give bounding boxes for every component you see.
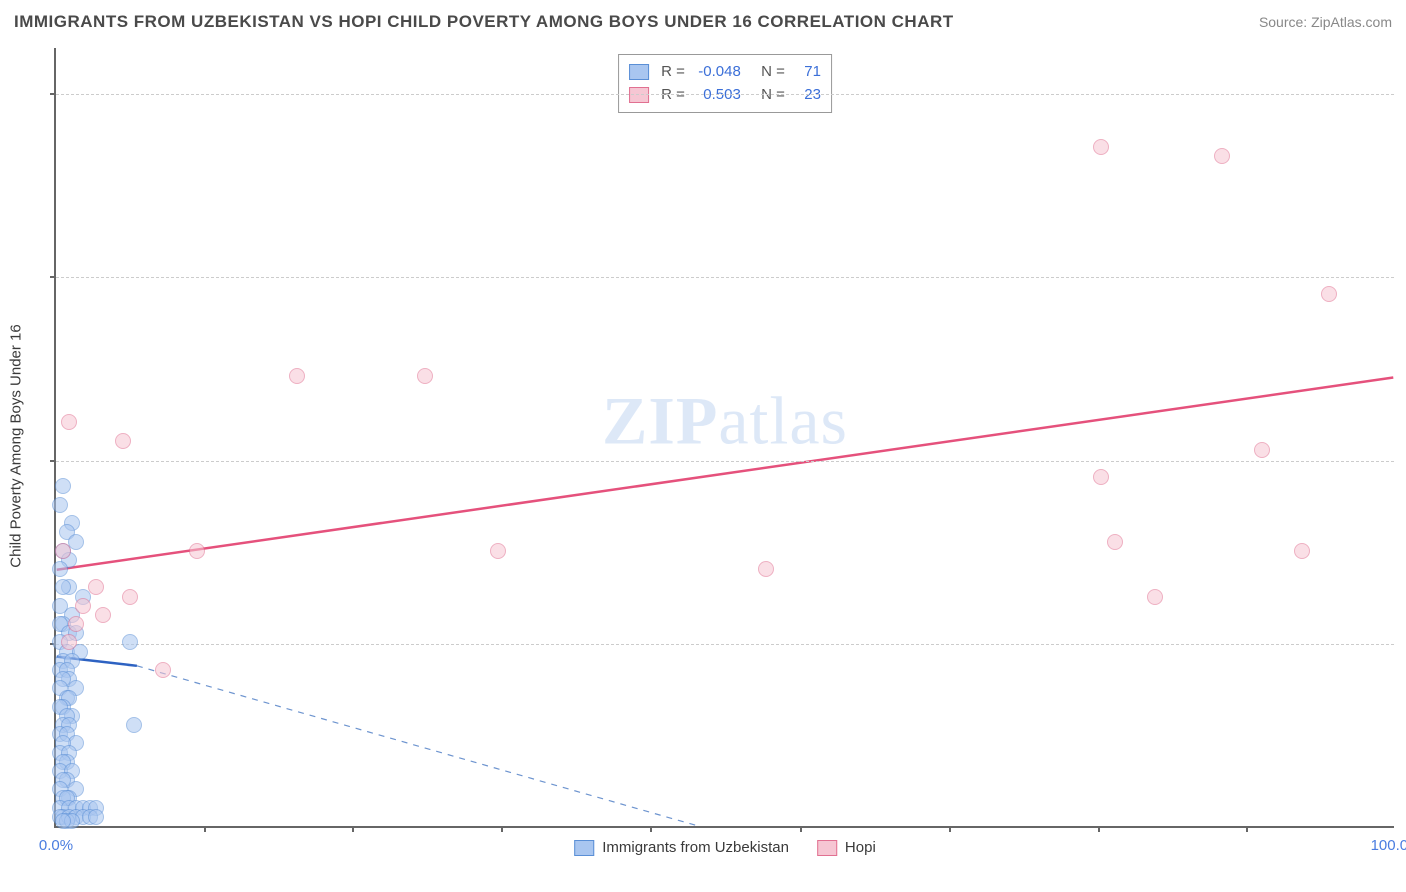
data-point: [95, 607, 111, 623]
y-axis-label: Child Poverty Among Boys Under 16: [8, 324, 25, 567]
data-point: [88, 809, 104, 825]
x-tick: [204, 826, 206, 832]
data-point: [68, 616, 84, 632]
data-point: [1147, 589, 1163, 605]
gridline-h: [56, 644, 1394, 645]
legend-swatch: [629, 64, 649, 80]
data-point: [122, 634, 138, 650]
data-point: [55, 543, 71, 559]
chart-header: IMMIGRANTS FROM UZBEKISTAN VS HOPI CHILD…: [14, 12, 1392, 32]
data-point: [289, 368, 305, 384]
data-point: [1093, 469, 1109, 485]
data-point: [61, 634, 77, 650]
x-tick: [1098, 826, 1100, 832]
data-point: [122, 589, 138, 605]
legend-label: Hopi: [845, 839, 876, 856]
trend-lines: [56, 48, 1394, 826]
x-tick-label: 0.0%: [39, 837, 73, 854]
x-tick: [949, 826, 951, 832]
data-point: [115, 433, 131, 449]
watermark-zip: ZIP: [602, 383, 718, 459]
legend-swatch: [574, 840, 594, 856]
stat-n-value: 71: [793, 61, 821, 84]
data-point: [189, 543, 205, 559]
chart-title: IMMIGRANTS FROM UZBEKISTAN VS HOPI CHILD…: [14, 12, 954, 32]
legend-stats-row: R = -0.048 N = 71: [629, 61, 821, 84]
x-tick: [1246, 826, 1248, 832]
data-point: [1321, 286, 1337, 302]
data-point: [155, 662, 171, 678]
legend-label: Immigrants from Uzbekistan: [602, 839, 789, 856]
x-tick: [352, 826, 354, 832]
data-point: [55, 579, 71, 595]
y-tick: [50, 93, 56, 95]
legend-item: Immigrants from Uzbekistan: [574, 839, 789, 856]
watermark: ZIPatlas: [602, 382, 848, 461]
legend-swatch: [817, 840, 837, 856]
data-point: [55, 478, 71, 494]
watermark-atlas: atlas: [718, 383, 848, 459]
data-point: [68, 534, 84, 550]
y-tick: [50, 276, 56, 278]
data-point: [75, 598, 91, 614]
data-point: [55, 813, 71, 829]
data-point: [61, 414, 77, 430]
legend-stats-box: R =-0.048 N =71R =0.503 N =23: [618, 54, 832, 113]
trend-line-extension: [137, 666, 698, 826]
data-point: [490, 543, 506, 559]
data-point: [126, 717, 142, 733]
data-point: [52, 497, 68, 513]
data-point: [1254, 442, 1270, 458]
data-point: [417, 368, 433, 384]
data-point: [1294, 543, 1310, 559]
stat-r-value: -0.048: [693, 61, 741, 84]
data-point: [52, 561, 68, 577]
chart-source: Source: ZipAtlas.com: [1259, 14, 1392, 30]
data-point: [1107, 534, 1123, 550]
stat-r-label: R =: [661, 61, 685, 84]
gridline-h: [56, 277, 1394, 278]
trend-line: [57, 378, 1394, 570]
gridline-h: [56, 461, 1394, 462]
x-tick: [501, 826, 503, 832]
stat-n-label: N =: [753, 61, 785, 84]
data-point: [758, 561, 774, 577]
x-tick: [800, 826, 802, 832]
plot-area: ZIPatlas R =-0.048 N =71R =0.503 N =23 I…: [54, 48, 1394, 828]
x-tick: [650, 826, 652, 832]
x-tick-label: 100.0%: [1371, 837, 1406, 854]
legend-bottom: Immigrants from Uzbekistan Hopi: [574, 839, 876, 856]
y-tick: [50, 460, 56, 462]
gridline-h: [56, 94, 1394, 95]
legend-item: Hopi: [817, 839, 876, 856]
data-point: [88, 579, 104, 595]
data-point: [1214, 148, 1230, 164]
data-point: [1093, 139, 1109, 155]
